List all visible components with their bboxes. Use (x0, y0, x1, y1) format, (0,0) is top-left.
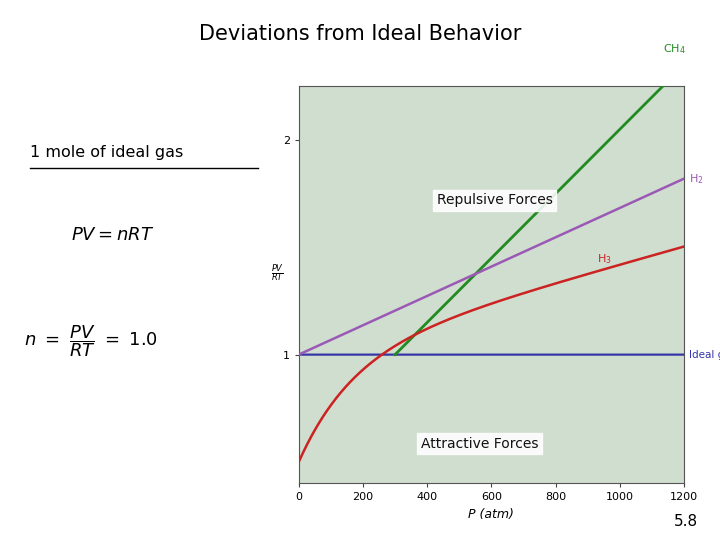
Text: 1 mole of ideal gas: 1 mole of ideal gas (30, 145, 184, 160)
Text: $PV = nRT$: $PV = nRT$ (71, 226, 154, 244)
Text: Ideal gas: Ideal gas (689, 349, 720, 360)
Text: Deviations from Ideal Behavior: Deviations from Ideal Behavior (199, 24, 521, 44)
Text: $n\ =\ \dfrac{PV}{RT}\ =\ 1.0$: $n\ =\ \dfrac{PV}{RT}\ =\ 1.0$ (24, 323, 158, 359)
Text: $\mathrm{H_3}$: $\mathrm{H_3}$ (598, 252, 612, 266)
Text: $\mathrm{H_2}$: $\mathrm{H_2}$ (689, 172, 703, 186)
Text: Repulsive Forces: Repulsive Forces (437, 193, 553, 207)
Text: $\mathrm{CH_4}$: $\mathrm{CH_4}$ (663, 43, 685, 56)
X-axis label: P (atm): P (atm) (469, 508, 514, 521)
Text: 5.8: 5.8 (674, 514, 698, 529)
Text: $\frac{PV}{RT}$: $\frac{PV}{RT}$ (271, 262, 284, 284)
Text: Attractive Forces: Attractive Forces (420, 437, 539, 450)
